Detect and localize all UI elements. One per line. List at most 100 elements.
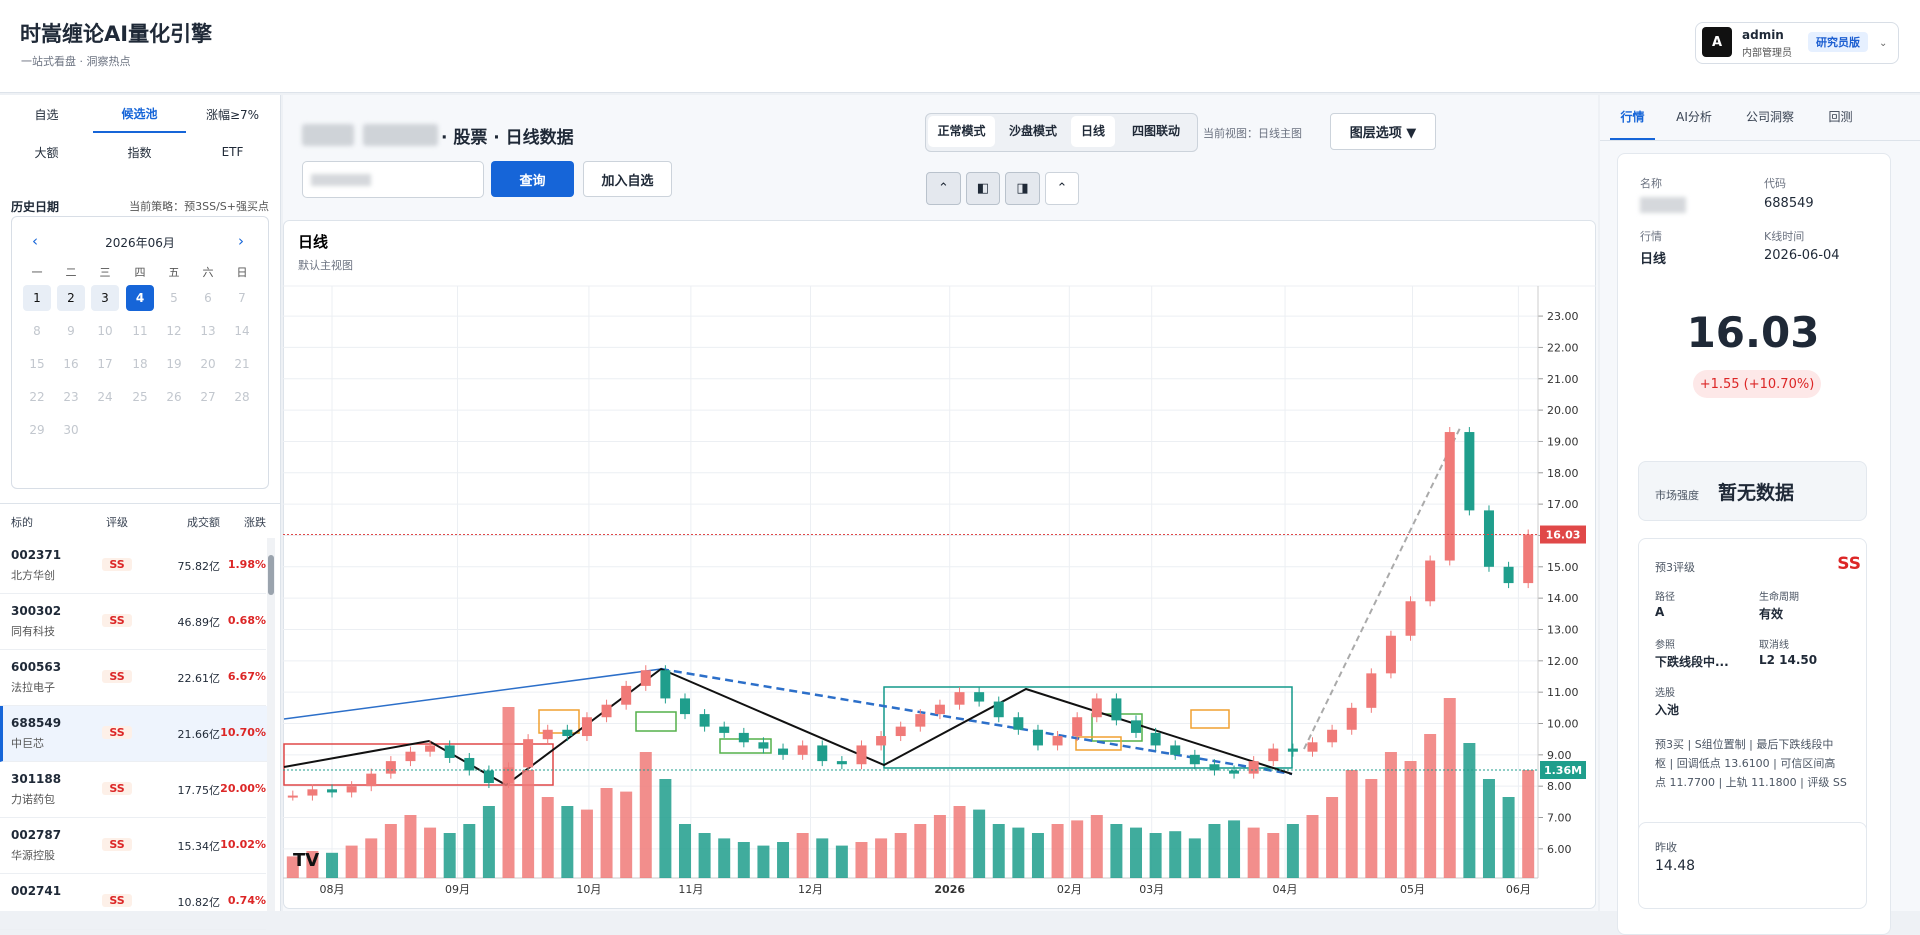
- candle: [503, 767, 514, 784]
- mode-button[interactable]: 沙盘模式: [1008, 124, 1057, 138]
- candle: [1268, 748, 1279, 762]
- volume-bar: [1267, 833, 1280, 878]
- user-name: admin: [1742, 28, 1784, 42]
- field-label: 参照: [1655, 640, 1675, 651]
- avatar: A: [1702, 27, 1732, 57]
- candle: [1131, 720, 1142, 733]
- table-row[interactable]: [0, 650, 266, 706]
- volume-bar: [1130, 827, 1143, 878]
- y-tick-label: 8.00: [1547, 780, 1572, 793]
- stock-code: 002787: [11, 828, 62, 842]
- strength-box: [1638, 461, 1867, 521]
- volume-bar: [1345, 770, 1358, 878]
- day: 29: [29, 423, 45, 437]
- day[interactable]: 1: [23, 285, 51, 311]
- tab[interactable]: 公司洞察: [1745, 110, 1794, 124]
- volume-bar: [522, 770, 535, 878]
- icon-button[interactable]: ⌃: [1045, 172, 1079, 205]
- volume-bar: [757, 845, 770, 878]
- day[interactable]: 2: [57, 285, 85, 311]
- icon-button[interactable]: ◧: [966, 172, 1000, 205]
- candle: [974, 692, 985, 702]
- volume-bar: [365, 838, 378, 878]
- strength-label: 市场强度: [1655, 489, 1699, 502]
- day: 21: [234, 357, 250, 371]
- mode-button[interactable]: 日线: [1071, 116, 1115, 147]
- tab[interactable]: 回测: [1828, 110, 1853, 124]
- candle: [621, 685, 632, 705]
- icon-button[interactable]: ◨: [1005, 172, 1040, 205]
- query-button[interactable]: 查询: [491, 161, 574, 197]
- y-tick-label: 20.00: [1547, 404, 1579, 417]
- tab[interactable]: 自选: [34, 107, 59, 122]
- candle: [1052, 736, 1063, 746]
- table-row[interactable]: [0, 538, 266, 594]
- tab[interactable]: 候选池: [93, 95, 186, 133]
- stock-name: 北方华创: [11, 569, 55, 582]
- day: 27: [200, 390, 216, 404]
- candle: [287, 795, 298, 798]
- tab[interactable]: AI分析: [1676, 110, 1712, 124]
- mode-button[interactable]: 正常模式: [928, 116, 995, 147]
- app-subtitle: 一站式看盘 · 洞察热点: [21, 55, 131, 68]
- overlay-box: [883, 686, 1293, 769]
- table-row[interactable]: [0, 706, 269, 762]
- user-box[interactable]: [1695, 22, 1899, 64]
- y-tick-label: 7.00: [1547, 812, 1572, 825]
- stock-name: 法拉电子: [11, 681, 55, 694]
- candle: [876, 736, 887, 746]
- tab[interactable]: ETF: [221, 145, 244, 159]
- x-tick-label: 06月: [1506, 883, 1531, 896]
- tab[interactable]: 大额: [34, 145, 59, 160]
- day: 13: [200, 324, 216, 338]
- day[interactable]: 4: [126, 285, 154, 311]
- day[interactable]: 3: [91, 285, 119, 311]
- candle: [346, 786, 357, 793]
- volume-bar: [1031, 833, 1044, 878]
- candle: [523, 739, 534, 768]
- table-row[interactable]: [0, 762, 266, 818]
- day: 28: [234, 390, 250, 404]
- tab[interactable]: 行情: [1610, 108, 1655, 140]
- y-tick-label: 23.00: [1547, 310, 1579, 323]
- table-row[interactable]: [0, 874, 266, 930]
- stock-name: 同有科技: [11, 625, 55, 638]
- candle: [1248, 761, 1259, 774]
- add-watch-button[interactable]: 加入自选: [583, 161, 672, 197]
- layers-button[interactable]: 图层选项 ▼: [1330, 113, 1436, 150]
- overlay-line: [283, 668, 662, 720]
- description: 枢 | 回调低点 13.6100 | 可信区间高: [1655, 757, 1836, 770]
- volume-bar: [443, 833, 456, 878]
- tab[interactable]: 涨幅≥7%: [205, 107, 260, 122]
- weekday: 四: [134, 266, 146, 279]
- day: 15: [29, 357, 45, 371]
- change: 6.67%: [227, 670, 266, 683]
- volume-bar: [1090, 815, 1103, 878]
- table-row[interactable]: [0, 818, 266, 874]
- cal-prev[interactable]: ‹: [32, 232, 38, 250]
- change-pill: +1.55 (+10.70%): [1693, 370, 1821, 398]
- strength-value: 暂无数据: [1718, 482, 1795, 504]
- cal-title: 2026年06月: [105, 236, 175, 250]
- cal-next[interactable]: ›: [238, 232, 244, 250]
- candle: [954, 692, 965, 705]
- candle: [307, 789, 318, 796]
- rating: SS: [102, 614, 132, 627]
- tab[interactable]: 指数: [127, 145, 152, 160]
- candle: [385, 761, 396, 774]
- field-label: 生命周期: [1759, 592, 1799, 603]
- stock-code: 300302: [11, 604, 62, 618]
- mode-button[interactable]: 四图联动: [1131, 124, 1180, 138]
- volume-bar: [580, 809, 593, 878]
- rating: SS: [102, 670, 132, 683]
- table-row[interactable]: [0, 594, 266, 650]
- volume-tag: [1540, 761, 1586, 779]
- field-label: 选股: [1655, 688, 1675, 699]
- search-input[interactable]: [302, 161, 484, 198]
- candle: [1189, 754, 1200, 765]
- rating: SS: [102, 838, 132, 851]
- volume-bar: [424, 827, 437, 878]
- stock-code: 002741: [11, 884, 62, 898]
- icon-button[interactable]: ⌃: [926, 172, 961, 205]
